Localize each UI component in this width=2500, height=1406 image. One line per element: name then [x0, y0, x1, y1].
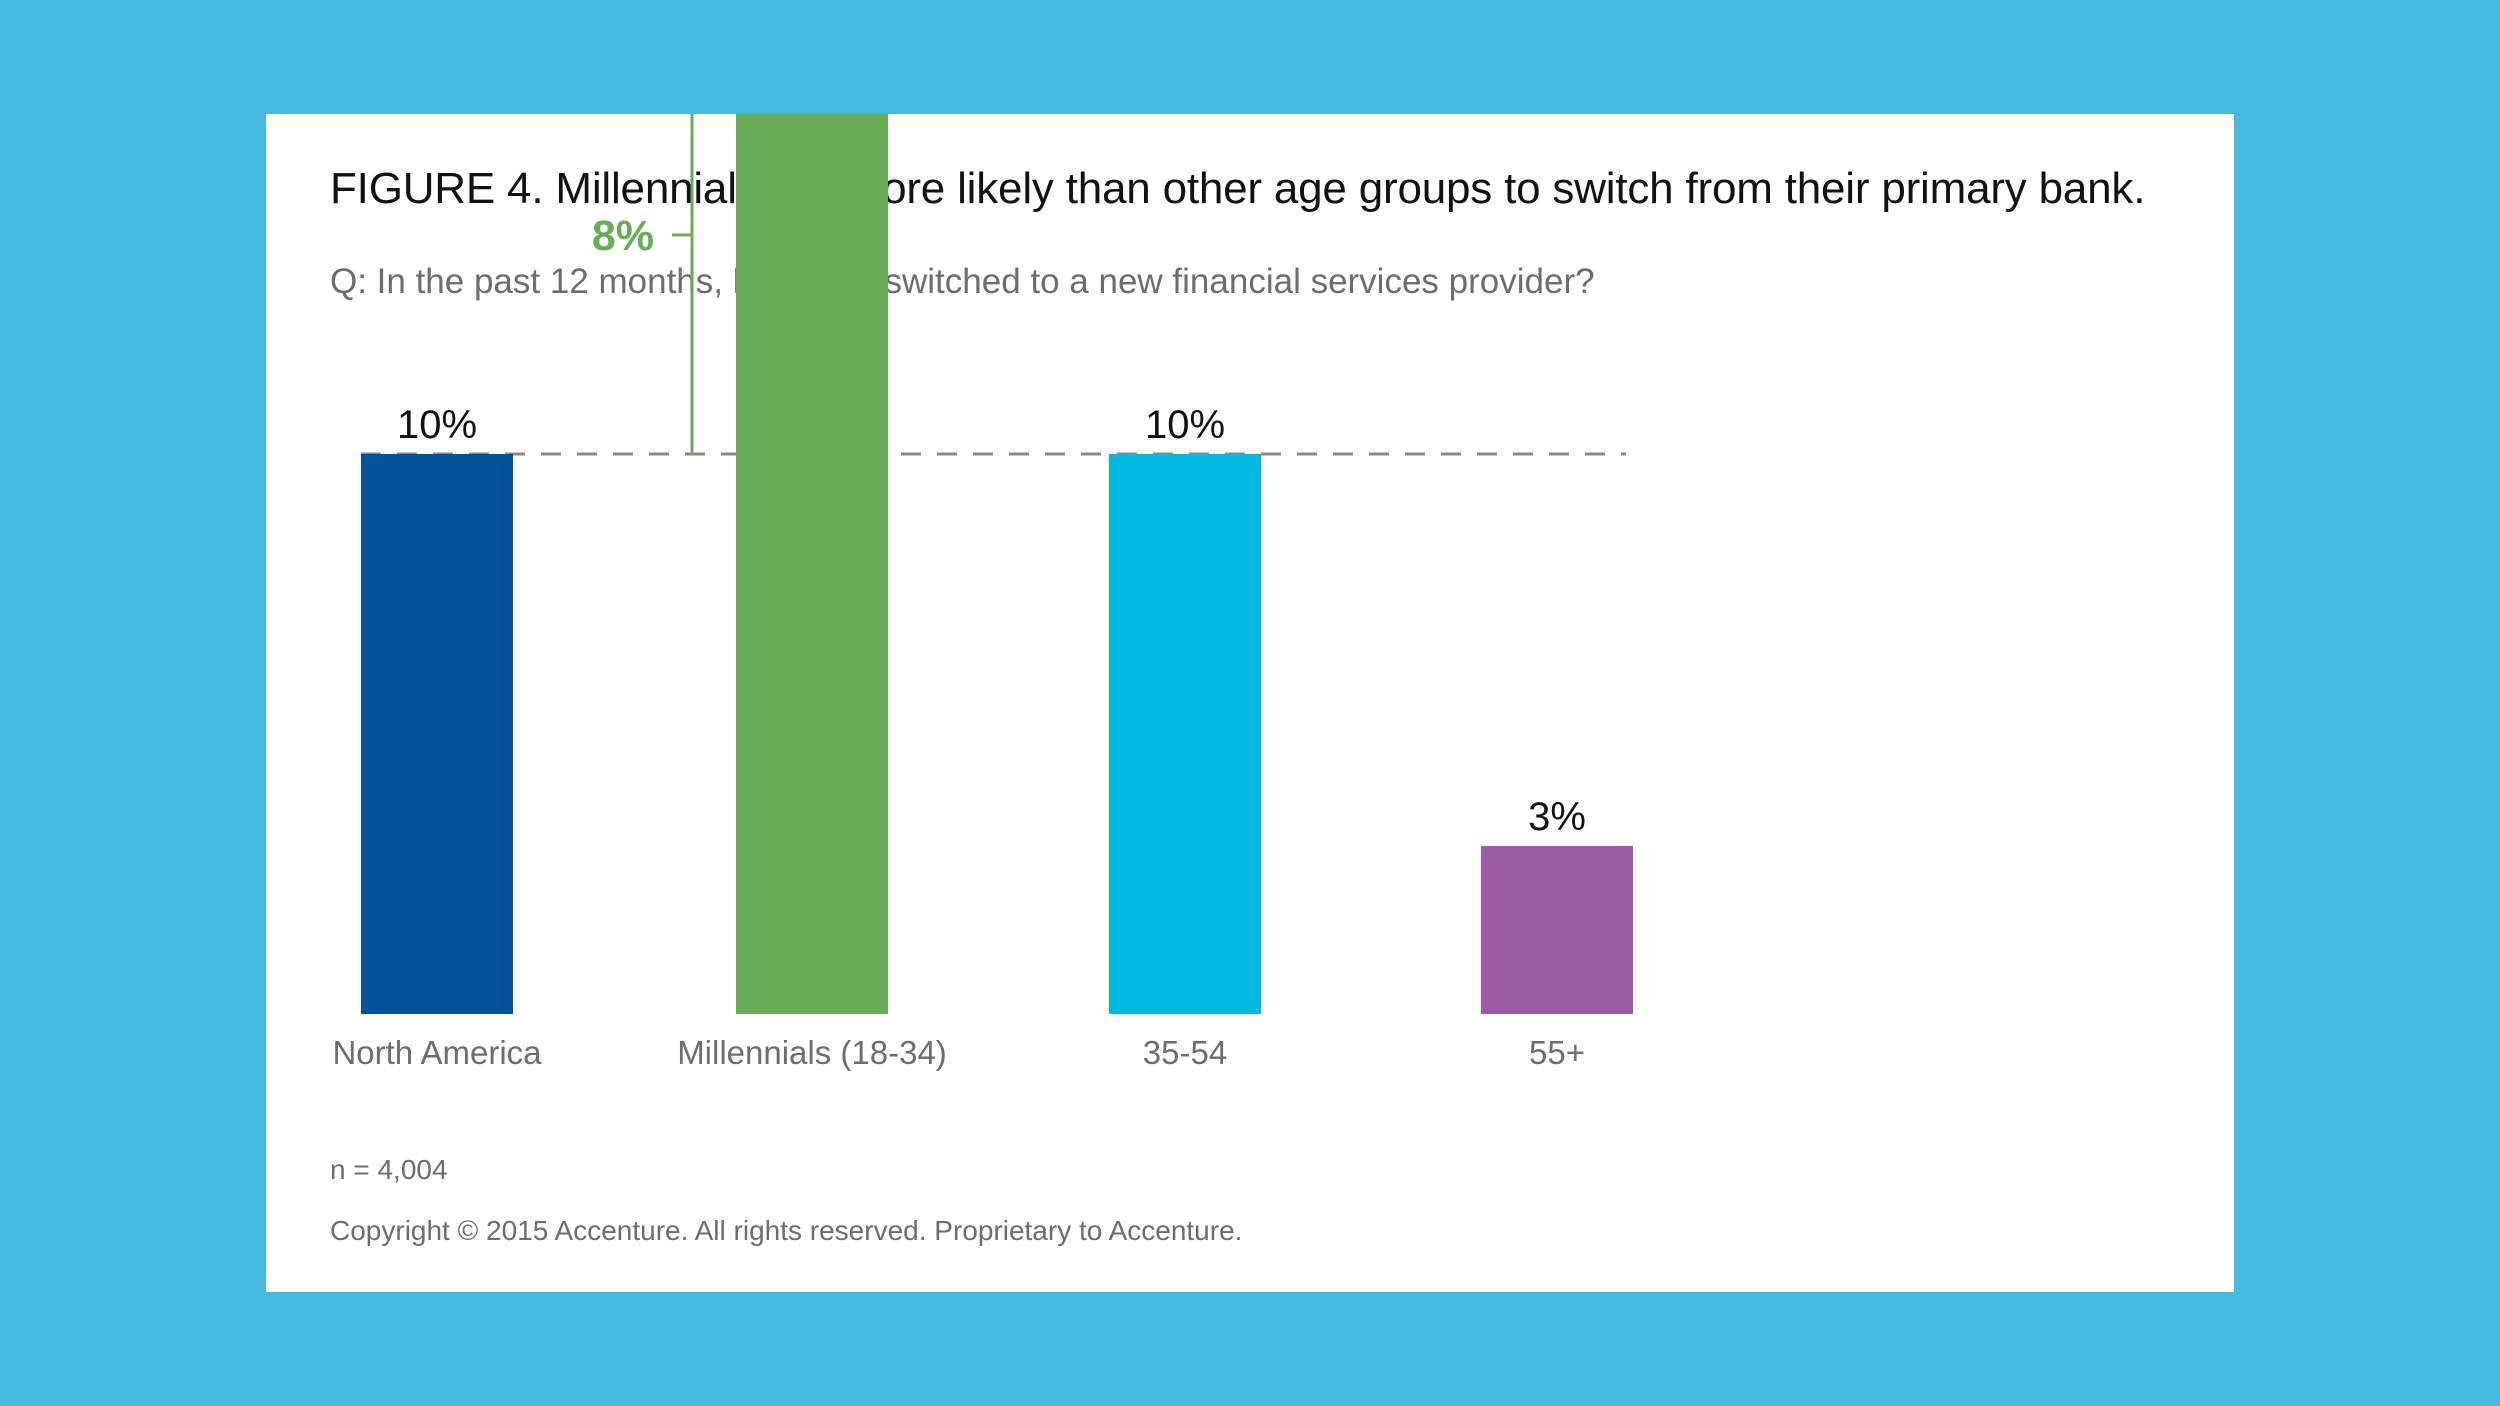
sample-size-note: n = 4,004 — [330, 1154, 448, 1185]
category-label-1: North America — [332, 1034, 542, 1071]
bar-1 — [361, 454, 513, 1014]
bar-2 — [736, 114, 888, 1014]
difference-label: 8% — [592, 212, 654, 260]
copyright-note: Copyright © 2015 Accenture. All rights r… — [330, 1215, 1243, 1246]
category-label-2: Millennials (18-34) — [677, 1034, 947, 1071]
bar-chart: 10%North America18%Millennials (18-34)10… — [332, 114, 1633, 1071]
bar-value-label-4: 3% — [1528, 795, 1586, 839]
bar-value-label-3: 10% — [1145, 403, 1225, 447]
figure-card: FIGURE 4. Millennials are more likely th… — [266, 114, 2234, 1292]
category-label-3: 35-54 — [1143, 1034, 1227, 1071]
bar-4 — [1481, 846, 1633, 1014]
category-label-4: 55+ — [1529, 1034, 1585, 1071]
bar-3 — [1109, 454, 1261, 1014]
figure-question: Q: In the past 12 months, have you switc… — [330, 262, 1595, 301]
bar-value-label-1: 10% — [397, 403, 477, 447]
figure-title: FIGURE 4. Millennials are more likely th… — [330, 164, 2146, 213]
